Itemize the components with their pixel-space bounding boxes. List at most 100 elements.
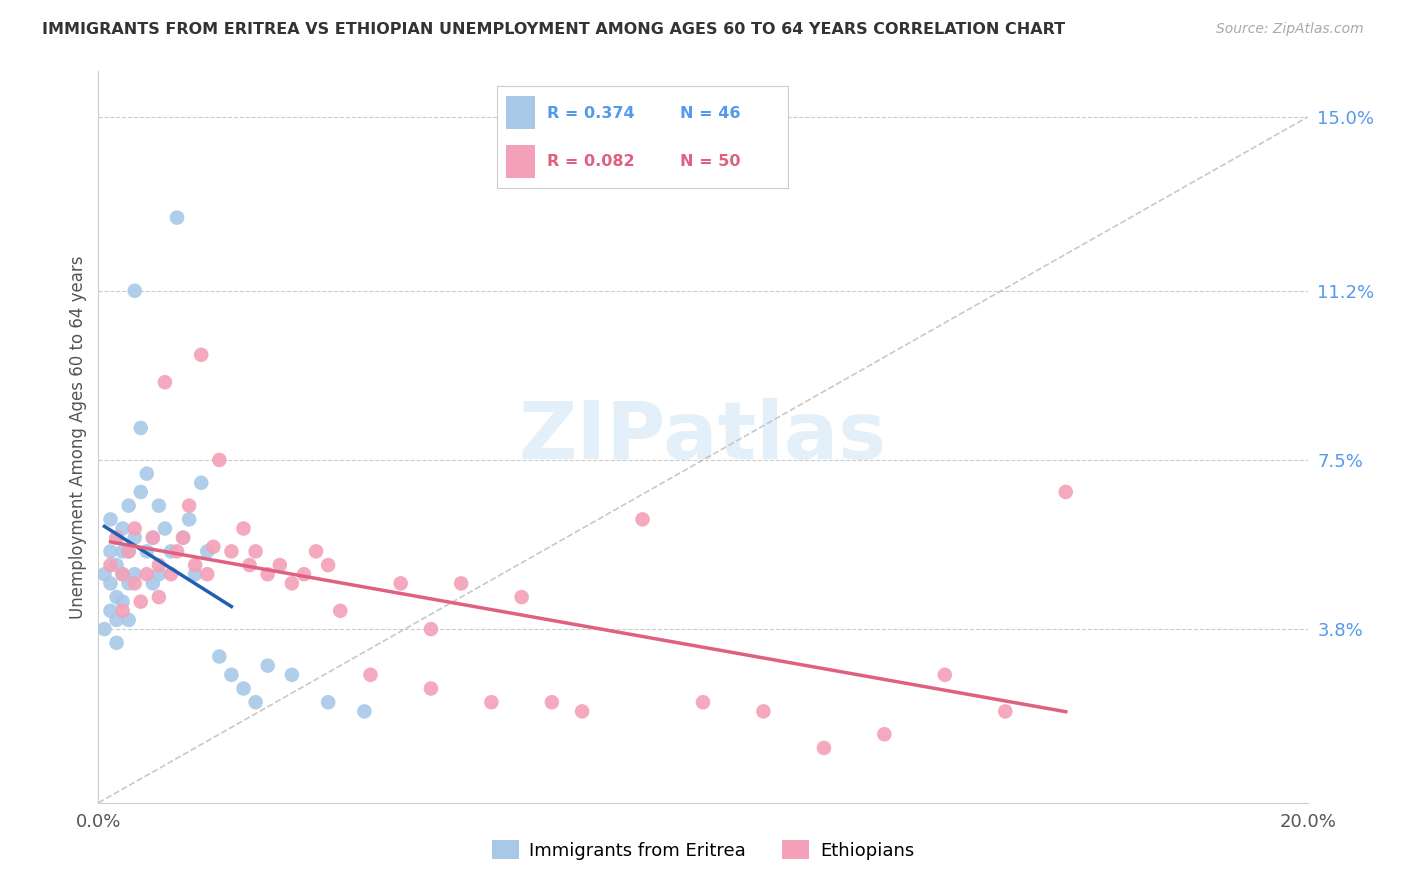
Point [118,576,141,591]
Point [540,695,562,709]
Point [124,284,146,298]
Point [129,485,152,500]
Point [111,604,134,618]
Point [420,622,443,636]
Point [148,499,170,513]
Point [124,531,146,545]
Point [124,576,146,591]
Point [481,695,503,709]
Point [179,499,201,513]
Legend: Immigrants from Eritrea, Ethiopians: Immigrants from Eritrea, Ethiopians [484,833,922,867]
Point [118,499,141,513]
Point [166,544,188,558]
Point [105,531,128,545]
Point [100,544,122,558]
Point [111,521,134,535]
Point [190,475,212,490]
Point [631,512,654,526]
Point [450,576,472,591]
Point [153,521,176,535]
Point [135,567,157,582]
Point [1054,485,1077,500]
Point [292,567,315,582]
Y-axis label: Unemployment Among Ages 60 to 64 years: Unemployment Among Ages 60 to 64 years [69,255,87,619]
Point [100,604,122,618]
Point [100,576,122,591]
Point [256,658,278,673]
Point [172,531,194,545]
Point [692,695,714,709]
Point [221,667,243,681]
Point [269,558,291,573]
Point [510,590,533,604]
Point [179,512,201,526]
Point [245,544,267,558]
Point [111,544,134,558]
Point [752,705,775,719]
Point [129,595,152,609]
Point [256,567,278,582]
Point [148,567,170,582]
Point [813,740,835,755]
Point [232,521,254,535]
Point [118,613,141,627]
Point [153,376,176,390]
Point [105,636,128,650]
Point [281,576,304,591]
Point [105,531,128,545]
Point [111,595,134,609]
Point [208,453,231,467]
Point [360,667,382,681]
Point [316,558,339,573]
Point [934,667,956,681]
Text: IMMIGRANTS FROM ERITREA VS ETHIOPIAN UNEMPLOYMENT AMONG AGES 60 TO 64 YEARS CORR: IMMIGRANTS FROM ERITREA VS ETHIOPIAN UNE… [42,22,1066,37]
Point [129,421,152,435]
Point [184,567,207,582]
Point [208,649,231,664]
Text: ZIPatlas: ZIPatlas [519,398,887,476]
Point [105,590,128,604]
Point [245,695,267,709]
Point [111,567,134,582]
Text: Source: ZipAtlas.com: Source: ZipAtlas.com [1216,22,1364,37]
Point [148,558,170,573]
Point [100,512,122,526]
Point [195,544,218,558]
Point [994,705,1017,719]
Point [105,613,128,627]
Point [239,558,262,573]
Point [202,540,225,554]
Point [135,467,157,481]
Point [305,544,328,558]
Point [118,544,141,558]
Point [184,558,207,573]
Point [111,567,134,582]
Point [166,211,188,225]
Point [124,567,146,582]
Point [148,590,170,604]
Point [353,705,375,719]
Point [160,567,183,582]
Point [329,604,352,618]
Point [135,544,157,558]
Point [389,576,412,591]
Point [172,531,194,545]
Point [316,695,339,709]
Point [124,521,146,535]
Point [190,348,212,362]
Point [281,667,304,681]
Point [571,705,593,719]
Point [93,622,115,636]
Point [142,531,165,545]
Point [420,681,443,696]
Point [221,544,243,558]
Point [142,531,165,545]
Point [873,727,896,741]
Point [105,558,128,573]
Point [160,544,183,558]
Point [142,576,165,591]
Point [93,567,115,582]
Point [100,558,122,573]
Point [118,544,141,558]
Point [195,567,218,582]
